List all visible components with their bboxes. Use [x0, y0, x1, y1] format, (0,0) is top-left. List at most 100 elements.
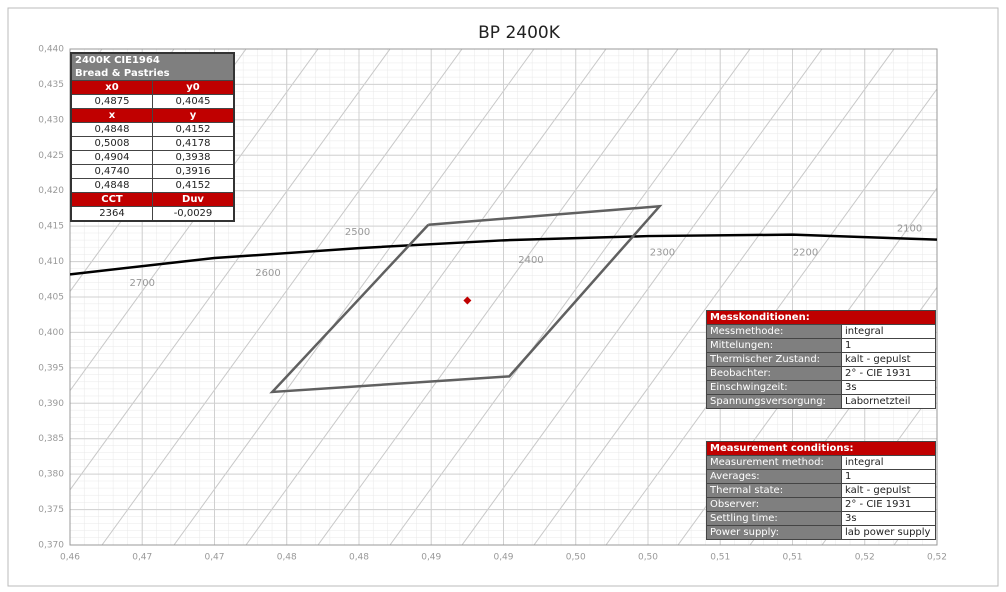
row: Messkonditionen: — [706, 310, 936, 325]
isotherm-label: 2300 — [650, 247, 675, 258]
row: Measurement conditions: — [706, 441, 936, 456]
x-tick-label: 0,49 — [493, 553, 513, 563]
cell: 0,3916 — [152, 164, 235, 179]
row: 0,4875 0,4045 — [70, 94, 235, 109]
row: Beobachter: 2° - CIE 1931 — [706, 366, 936, 381]
cell: 0,4152 — [152, 122, 235, 137]
y-tick-label: 0,375 — [38, 505, 64, 515]
header-cell: x — [70, 108, 153, 123]
label-cell: Observer: — [706, 497, 842, 512]
label-cell: Measurement method: — [706, 455, 842, 470]
value-cell: 1 — [841, 338, 936, 353]
label-cell: Messmethode: — [706, 324, 842, 339]
y-tick-label: 0,420 — [38, 186, 64, 196]
y-tick-label: 0,425 — [38, 151, 64, 161]
y-tick-label: 0,385 — [38, 434, 64, 444]
row: 2400K CIE1964 — [71, 53, 234, 67]
row: Mittelungen: 1 — [706, 338, 936, 353]
row: CCT Duv — [70, 192, 235, 207]
center-point — [463, 296, 472, 305]
row: 2364 -0,0029 — [70, 206, 235, 222]
isotherm-label: 2200 — [793, 247, 818, 258]
row: Einschwingzeit: 3s — [706, 380, 936, 395]
value-cell: kalt - gepulst — [841, 483, 936, 498]
cell: 0,4848 — [70, 122, 153, 137]
label-cell: Averages: — [706, 469, 842, 484]
value-cell: 2° - CIE 1931 — [841, 366, 936, 381]
y-tick-label: 0,430 — [38, 115, 64, 125]
value-cell: integral — [841, 324, 936, 339]
table-title: Messkonditionen: — [706, 310, 936, 325]
label-cell: Beobachter: — [706, 366, 842, 381]
y-tick-label: 0,395 — [38, 363, 64, 373]
cell: 0,4045 — [152, 94, 235, 109]
table-title: Measurement conditions: — [706, 441, 936, 456]
row: Thermischer Zustand: kalt - gepulst — [706, 352, 936, 367]
isotherm-label: 2100 — [897, 223, 922, 234]
conditions-table: Measurement conditions: Measurement metho… — [706, 441, 936, 540]
header-cell: CCT — [70, 192, 153, 207]
plot-border — [69, 48, 938, 546]
y-tick-label: 0,440 — [38, 45, 64, 55]
cell: 0,5008 — [70, 136, 153, 151]
x-tick-label: 0,47 — [132, 553, 152, 563]
x-tick-label: 0,51 — [782, 553, 802, 563]
header-cell: x0 — [70, 80, 153, 95]
value-cell: 3s — [841, 511, 936, 526]
row: 0,4904 0,3938 — [70, 150, 235, 165]
x-tick-label: 0,50 — [566, 553, 586, 563]
cell: 0,4904 — [70, 150, 153, 165]
x-tick-label: 0,46 — [60, 553, 80, 563]
chart-title: BP 2400K — [478, 23, 561, 43]
cell: 0,4875 — [70, 94, 153, 109]
row: 0,5008 0,4178 — [70, 136, 235, 151]
isotherm-label: 2500 — [345, 227, 370, 238]
row: Messmethode: integral — [706, 324, 936, 339]
header-cell: y0 — [152, 80, 235, 95]
value-cell: 3s — [841, 380, 936, 395]
x-tick-label: 0,49 — [421, 553, 441, 563]
cell: -0,0029 — [152, 206, 235, 222]
planck-locus — [70, 233, 937, 276]
summary-table: 2400K CIE1964 Bread & Pastries x0 y0 0,4875 0… — [70, 52, 235, 222]
isotherm — [0, 49, 30, 545]
label-cell: Power supply: — [706, 525, 842, 540]
x-tick-label: 0,48 — [277, 553, 297, 563]
conditions-table: Messkonditionen: Messmethode: integral Mitt… — [706, 310, 936, 409]
header-cell: Duv — [152, 192, 235, 207]
row: 0,4848 0,4152 — [70, 178, 235, 193]
label-cell: Einschwingzeit: — [706, 380, 842, 395]
x-tick-label: 0,51 — [710, 553, 730, 563]
isotherm-label: 2700 — [130, 278, 155, 289]
row: 0,4740 0,3916 — [70, 164, 235, 179]
y-tick-label: 0,370 — [38, 541, 64, 551]
y-tick-label: 0,405 — [38, 293, 64, 303]
cell: 0,4740 — [70, 164, 153, 179]
value-cell: 1 — [841, 469, 936, 484]
value-cell: integral — [841, 455, 936, 470]
value-cell: lab power supply — [841, 525, 936, 540]
x-tick-label: 0,48 — [349, 553, 369, 563]
row: Power supply: lab power supply — [706, 525, 936, 540]
x-tick-label: 0,47 — [204, 553, 224, 563]
frame — [7, 7, 999, 587]
value-cell: Labornetzteil — [841, 394, 936, 409]
bin-polygon — [269, 204, 663, 394]
table-subtitle: Bread & Pastries — [71, 67, 234, 81]
row: Settling time: 3s — [706, 511, 936, 526]
row: x0 y0 — [70, 80, 235, 95]
cell: 2364 — [70, 206, 153, 222]
header-cell: y — [152, 108, 235, 123]
row: Spannungsversorgung: Labornetzteil — [706, 394, 936, 409]
row: 0,4848 0,4152 — [70, 122, 235, 137]
isotherm-label: 2600 — [255, 268, 280, 279]
table-title: 2400K CIE1964 — [71, 53, 234, 67]
cell: 0,4152 — [152, 178, 235, 193]
isotherm — [966, 49, 1006, 545]
cell: 0,4848 — [70, 178, 153, 193]
row: Thermal state: kalt - gepulst — [706, 483, 936, 498]
row: Averages: 1 — [706, 469, 936, 484]
row: Bread & Pastries — [71, 67, 234, 81]
